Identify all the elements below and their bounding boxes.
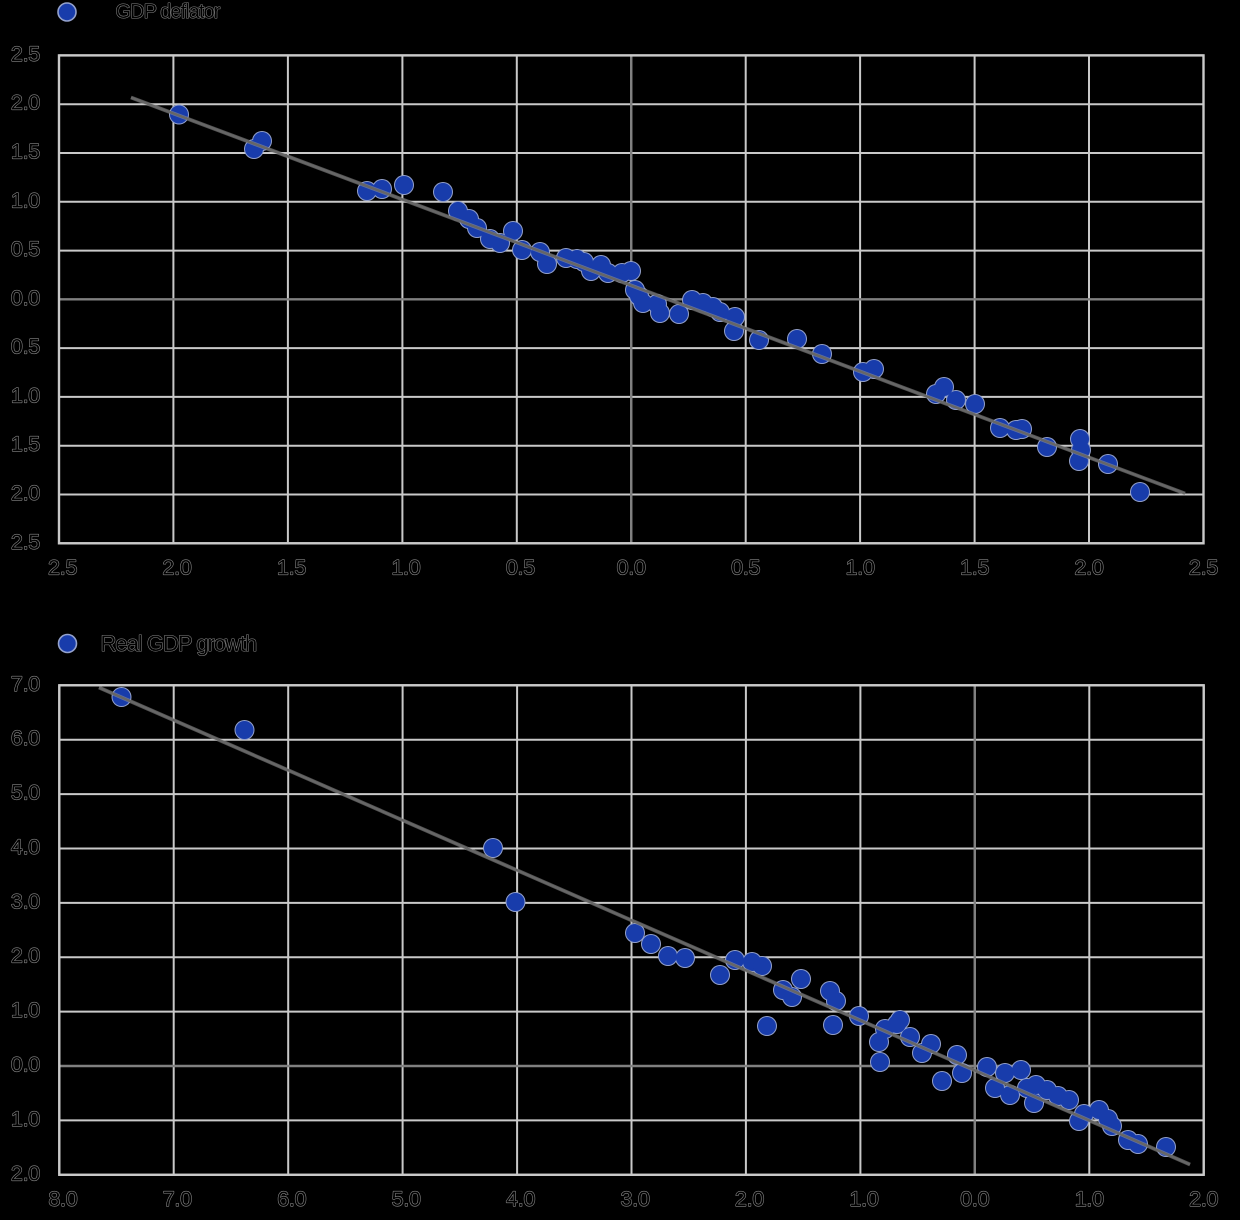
svg-text:1.5: 1.5 [277, 555, 306, 579]
svg-text:5.0: 5.0 [11, 781, 40, 805]
svg-text:2.5: 2.5 [11, 42, 40, 66]
svg-text:1.0: 1.0 [11, 1107, 40, 1131]
svg-text:2.0: 2.0 [11, 91, 40, 115]
svg-text:2.0: 2.0 [162, 555, 191, 579]
svg-text:1.0: 1.0 [11, 998, 40, 1022]
svg-text:0.5: 0.5 [11, 237, 40, 261]
svg-text:2.5: 2.5 [48, 555, 77, 579]
svg-text:0.5: 0.5 [11, 335, 40, 359]
svg-text:1.0: 1.0 [391, 555, 420, 579]
svg-text:3.0: 3.0 [11, 889, 40, 913]
svg-text:0.0: 0.0 [617, 555, 646, 579]
svg-text:2.0: 2.0 [1189, 1187, 1218, 1211]
svg-text:1.0: 1.0 [11, 188, 40, 212]
svg-text:1.0: 1.0 [1075, 1187, 1104, 1211]
svg-text:2.5: 2.5 [1189, 555, 1218, 579]
svg-text:7.0: 7.0 [11, 672, 40, 696]
svg-text:1.0: 1.0 [849, 1187, 878, 1211]
svg-text:Real GDP growth: Real GDP growth [101, 631, 257, 656]
svg-text:GDP deflator: GDP deflator [116, 1, 221, 23]
svg-text:0.5: 0.5 [731, 555, 760, 579]
svg-text:5.0: 5.0 [392, 1187, 421, 1211]
svg-text:1.0: 1.0 [846, 555, 875, 579]
svg-text:2.0: 2.0 [11, 481, 40, 505]
svg-text:0.0: 0.0 [11, 1053, 40, 1077]
svg-text:8.0: 8.0 [48, 1187, 77, 1211]
svg-text:3.0: 3.0 [621, 1187, 650, 1211]
svg-text:2.0: 2.0 [1074, 555, 1103, 579]
svg-text:4.0: 4.0 [506, 1187, 535, 1211]
svg-text:2.5: 2.5 [11, 530, 40, 554]
svg-text:0.0: 0.0 [11, 286, 40, 310]
svg-text:4.0: 4.0 [11, 835, 40, 859]
svg-text:7.0: 7.0 [163, 1187, 192, 1211]
svg-text:2.0: 2.0 [11, 1161, 40, 1185]
svg-text:6.0: 6.0 [11, 726, 40, 750]
svg-text:2.0: 2.0 [11, 944, 40, 968]
svg-text:1.5: 1.5 [960, 555, 989, 579]
svg-text:1.0: 1.0 [11, 383, 40, 407]
svg-text:2.0: 2.0 [735, 1187, 764, 1211]
svg-text:0.5: 0.5 [506, 555, 535, 579]
svg-text:0.0: 0.0 [960, 1187, 989, 1211]
svg-text:1.5: 1.5 [11, 432, 40, 456]
svg-text:6.0: 6.0 [277, 1187, 306, 1211]
svg-text:1.5: 1.5 [11, 140, 40, 164]
